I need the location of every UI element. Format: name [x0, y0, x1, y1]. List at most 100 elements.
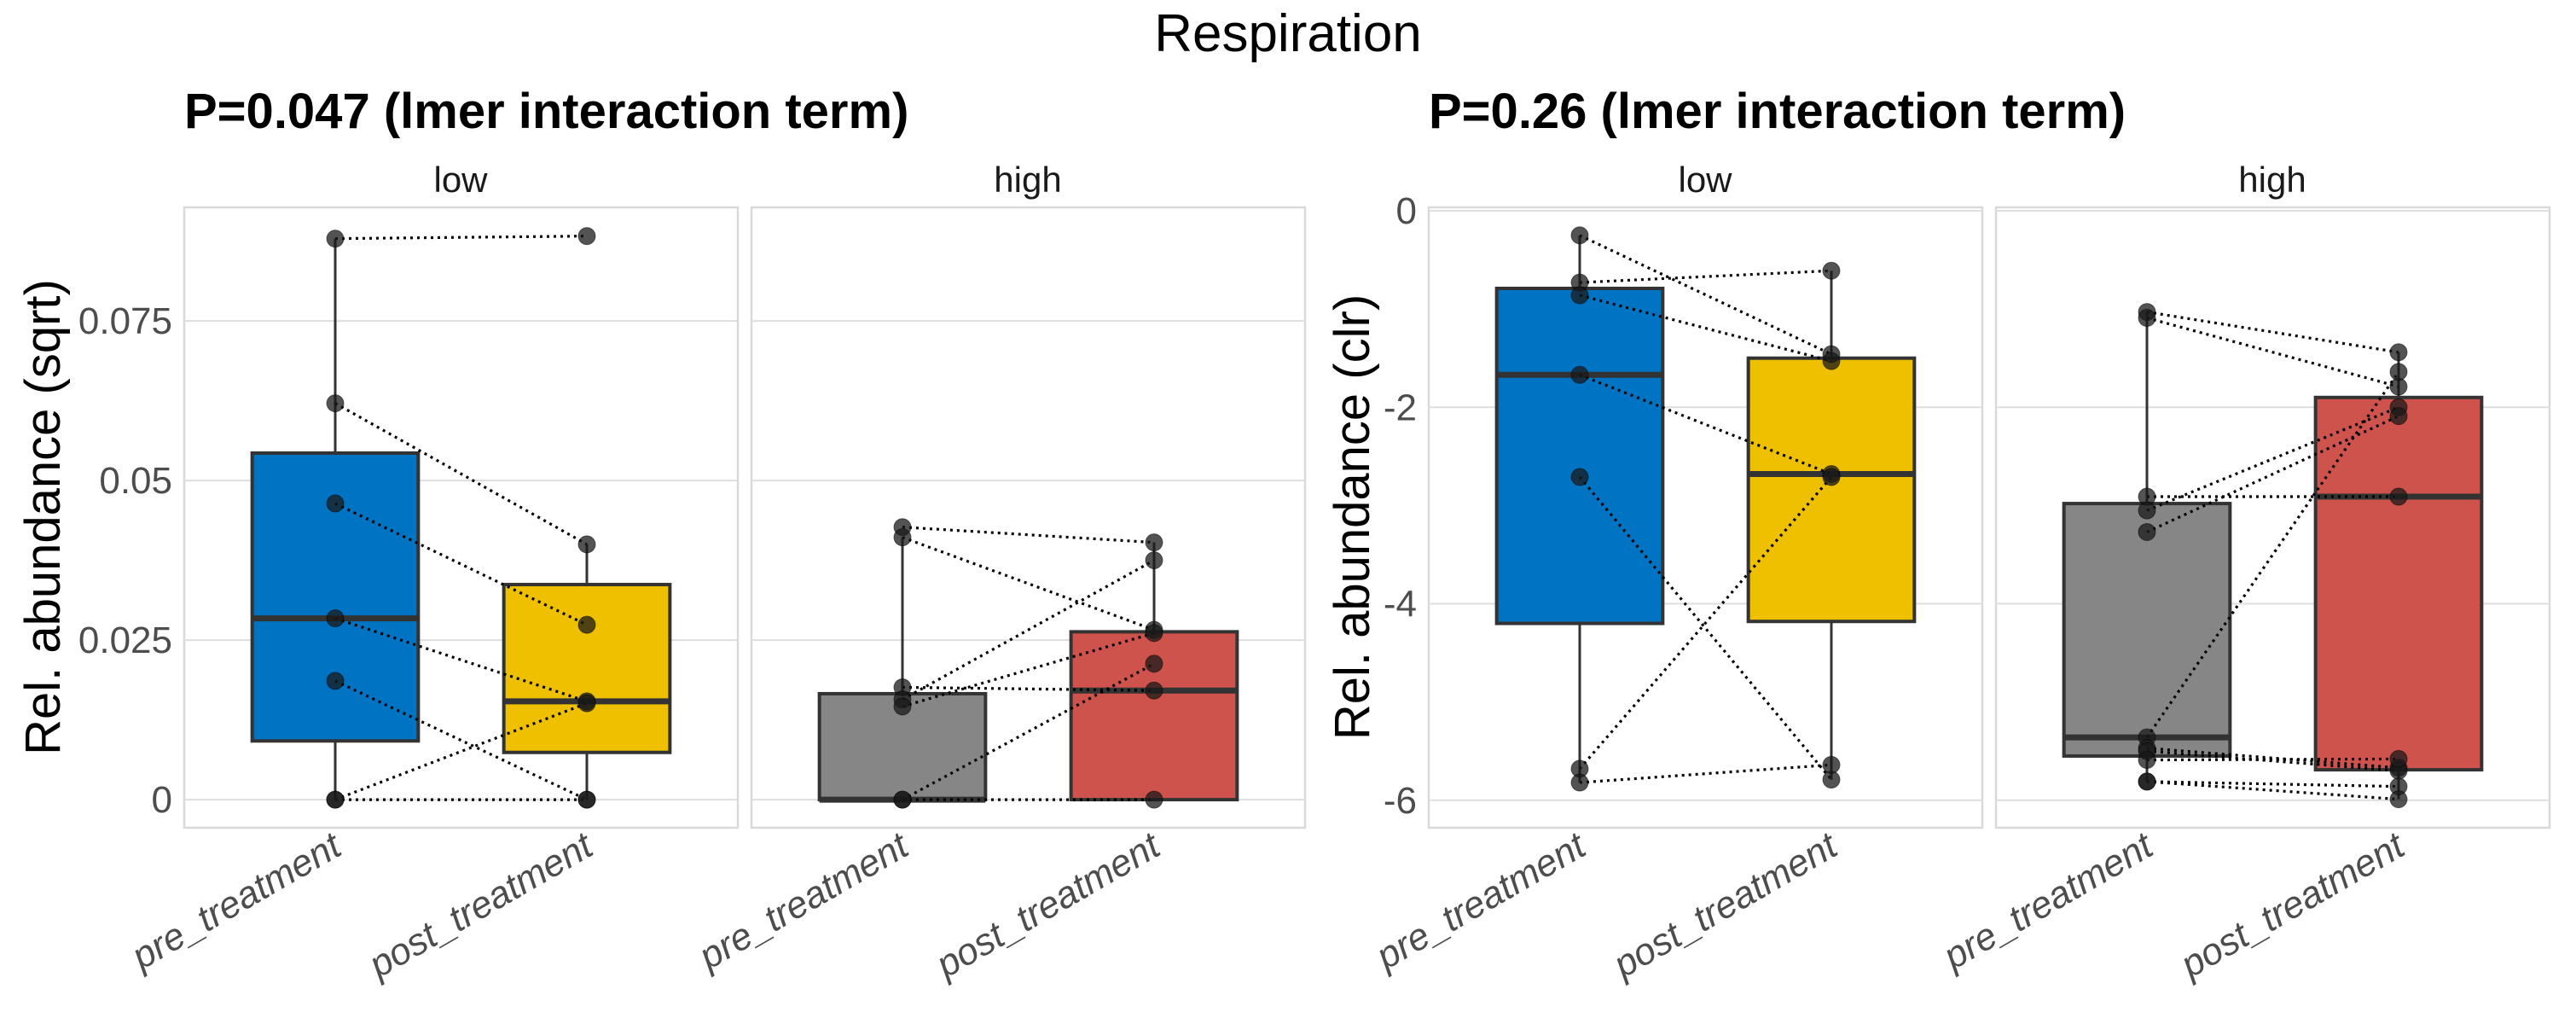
paired-line	[902, 526, 1155, 544]
y-tick-label: 0	[1396, 190, 1417, 232]
data-point	[2389, 749, 2408, 768]
x-tick-label: post_treatment	[2173, 823, 2413, 986]
chart-subtitle: P=0.047 (lmer interaction term)	[184, 84, 908, 139]
y-tick-label: 0.05	[99, 460, 172, 502]
x-tick-label: pre_treatment	[691, 823, 917, 978]
paired-line	[902, 631, 1155, 708]
data-point	[577, 535, 596, 554]
data-point	[326, 494, 345, 513]
box-pre-treatment	[2062, 502, 2232, 758]
y-axis-ticks: 0 0.025 0.05 0.075	[78, 300, 172, 821]
data-point	[1145, 533, 1163, 552]
facet-strip-label: high	[2238, 160, 2306, 200]
data-point	[1570, 773, 1589, 792]
panel	[750, 206, 1307, 829]
facet-low: low pre_treatment post_treatment	[1368, 160, 1984, 986]
x-tick-label: post_treatment	[1605, 823, 1846, 986]
paired-line	[1579, 269, 1832, 284]
paired-line	[2146, 749, 2399, 772]
paired-line	[2146, 415, 2399, 533]
data-point	[2389, 487, 2408, 506]
data-point	[577, 615, 596, 634]
paired-line	[1579, 294, 1832, 363]
data-point	[1822, 261, 1841, 280]
data-point	[893, 697, 912, 716]
data-point	[577, 790, 596, 809]
data-point	[577, 694, 596, 713]
data-point	[1822, 755, 1841, 774]
data-point	[2138, 501, 2156, 520]
y-tick-label: 0	[152, 779, 172, 821]
y-axis-label: Rel. abundance (clr)	[1325, 294, 1380, 740]
panel	[1994, 206, 2551, 829]
data-point	[1570, 226, 1589, 245]
data-point	[326, 790, 345, 809]
data-point	[2138, 522, 2156, 541]
data-point	[2138, 772, 2156, 791]
facet-low: low pre_treatment post_treatment	[124, 160, 740, 986]
facet-high: high pre_treatment post_treatment	[691, 160, 1307, 986]
paired-line	[334, 235, 588, 241]
data-point	[893, 528, 912, 547]
data-point	[2389, 790, 2408, 809]
x-tick-label: pre_treatment	[1935, 823, 2161, 978]
data-point	[1570, 365, 1589, 384]
data-point	[1145, 624, 1163, 643]
y-axis-label: Rel. abundance (sqrt)	[15, 279, 71, 755]
chart-sqrt: P=0.047 (lmer interaction term) Rel. abu…	[15, 84, 1307, 986]
data-point	[2389, 407, 2408, 426]
paired-line	[1578, 475, 1833, 781]
data-point	[326, 672, 345, 690]
facet-strip-label: low	[433, 160, 488, 200]
data-point	[1570, 286, 1589, 305]
data-point	[1145, 655, 1163, 673]
data-point	[1145, 790, 1163, 809]
data-point	[326, 609, 345, 628]
data-point	[1822, 468, 1841, 486]
paired-line	[902, 685, 1155, 692]
data-point	[1822, 352, 1841, 370]
data-point	[326, 230, 345, 248]
paired-line	[2146, 780, 2399, 801]
y-tick-label: 0.075	[78, 300, 172, 342]
paired-line	[1579, 763, 1832, 784]
box-post-treatment	[502, 583, 672, 754]
paired-line	[334, 502, 588, 626]
x-tick-label: post_treatment	[361, 823, 601, 986]
paired-line	[1578, 475, 1833, 770]
y-tick-label: -2	[1384, 387, 1417, 428]
paired-line	[2146, 747, 2399, 770]
y-axis-ticks: 0 -2 -4 -6	[1384, 190, 1417, 822]
paired-line	[334, 617, 588, 703]
panel	[1427, 206, 1984, 829]
data-point	[1570, 468, 1589, 486]
data-point	[1145, 681, 1163, 700]
x-tick-label: pre_treatment	[1368, 823, 1594, 978]
paired-line	[2146, 780, 2399, 788]
paired-line	[334, 402, 588, 546]
paired-line	[1579, 373, 1832, 476]
paired-line	[2146, 405, 2399, 512]
data-point	[1145, 551, 1163, 570]
data-point	[893, 790, 912, 809]
x-tick-label: post_treatment	[928, 823, 1169, 986]
data-point	[2389, 363, 2408, 381]
facet-strip-label: low	[1678, 160, 1732, 200]
data-point	[326, 394, 345, 413]
box-post-treatment	[2313, 395, 2484, 772]
data-point	[2138, 751, 2156, 770]
paired-line	[2146, 311, 2399, 354]
y-tick-label: -6	[1384, 780, 1417, 822]
data-point	[2138, 309, 2156, 328]
paired-line	[2146, 316, 2399, 388]
panel	[183, 206, 740, 829]
facet-high: high pre_treatment post_treatment	[1935, 160, 2551, 986]
paired-line	[2145, 370, 2400, 738]
facet-strip-label: high	[994, 160, 1061, 200]
box-post-treatment	[1746, 356, 1917, 624]
main-title: Respiration	[1154, 4, 1422, 63]
data-point	[577, 227, 596, 246]
box-pre-treatment	[1494, 286, 1665, 625]
chart-clr: P=0.26 (lmer interaction term) Rel. abun…	[1325, 84, 2551, 986]
